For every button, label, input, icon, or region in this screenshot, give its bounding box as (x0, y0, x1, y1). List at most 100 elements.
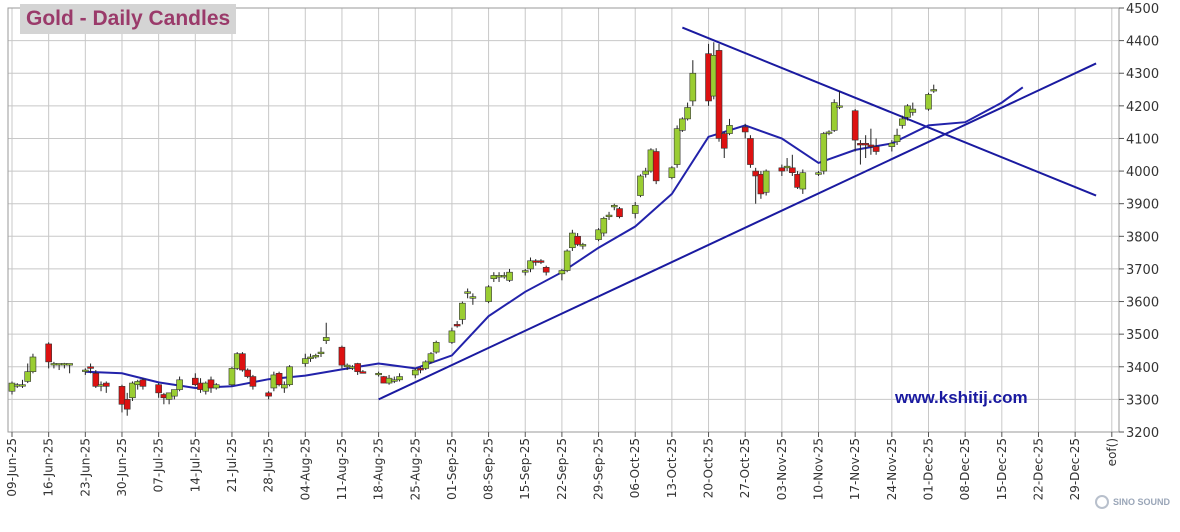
candle-body (836, 105, 843, 108)
x-tick-label: 28-Jul-25 (262, 438, 276, 492)
watermark-logo-icon (1095, 495, 1109, 509)
candle-body (123, 399, 131, 410)
candle (92, 370, 100, 388)
candle (281, 381, 288, 393)
candle-body (893, 134, 901, 143)
x-tick-label: 11-Aug-25 (335, 438, 349, 500)
candle-body (307, 356, 314, 359)
x-tick-label: 20-Oct-25 (702, 438, 716, 498)
candle (521, 268, 529, 276)
x-tick-label: 16-Jun-25 (42, 438, 56, 497)
candle (851, 109, 859, 152)
candle-body (212, 384, 220, 389)
candle (312, 353, 320, 359)
candle-body (228, 368, 236, 386)
candle (307, 353, 314, 362)
candle-body (925, 94, 932, 110)
grid-layer (8, 7, 1119, 433)
candle (207, 376, 215, 393)
candle-body (354, 363, 361, 372)
y-tick-label: 4500 (1126, 2, 1159, 17)
candle-body (139, 379, 147, 387)
candle-body (652, 151, 660, 182)
candle-body (359, 371, 367, 374)
candle (558, 268, 566, 281)
candle (129, 381, 136, 402)
candle (102, 381, 110, 393)
x-tick-label: 22-Sep-25 (555, 438, 569, 500)
candle-body (19, 384, 26, 387)
y-tick-label: 3500 (1126, 328, 1159, 343)
candle (673, 125, 681, 168)
candle (244, 368, 251, 379)
candle (679, 117, 686, 132)
candle-body (830, 102, 838, 131)
candle (375, 371, 382, 377)
candle-body (930, 89, 938, 92)
candle-body (176, 379, 183, 390)
candle (82, 368, 89, 375)
plot-frame (7, 7, 1120, 433)
trendline-layer (378, 26, 1097, 401)
candle (453, 321, 461, 328)
candle-body (322, 337, 330, 341)
candle-body (521, 270, 529, 273)
candle (391, 376, 398, 384)
candle (542, 265, 550, 276)
candle (799, 169, 807, 194)
candle (118, 384, 126, 413)
candle (422, 360, 430, 371)
candle (286, 365, 293, 387)
candle-body (506, 271, 513, 281)
candle (228, 366, 236, 387)
candle (343, 363, 351, 371)
candle (579, 242, 587, 250)
candle-body (432, 342, 440, 353)
candle (574, 233, 581, 247)
candle-body (8, 382, 16, 392)
x-tick-label: 24-Nov-25 (885, 438, 899, 500)
x-tick-label: 17-Nov-25 (848, 438, 862, 500)
candle (899, 115, 906, 129)
candle-body (239, 353, 246, 371)
x-tick-label: 15-Dec-25 (995, 438, 1009, 500)
chart-title: Gold - Daily Candles (20, 4, 237, 34)
candle (872, 138, 880, 155)
x-tick-label: 14-Jul-25 (188, 438, 202, 492)
y-tick-label: 3600 (1126, 296, 1159, 311)
candle-body (129, 382, 136, 399)
candle (459, 301, 466, 325)
x-tick-label: 27-Oct-25 (738, 438, 752, 498)
x-tick-label: 25-Aug-25 (408, 438, 422, 500)
candle-body (542, 266, 550, 273)
candle (684, 102, 691, 121)
candle (778, 164, 786, 176)
candle-body (610, 205, 618, 208)
candle-body (689, 72, 697, 102)
candle-body (45, 343, 52, 363)
candle-body (343, 364, 351, 368)
x-tick-label: 15-Sep-25 (518, 438, 532, 500)
candle (317, 347, 325, 357)
x-tick-label: 07-Jul-25 (152, 438, 166, 492)
candle-body (642, 170, 649, 175)
candle (715, 43, 723, 142)
x-tick-label: 23-Jun-25 (78, 438, 92, 497)
website-annotation: www.kshitij.com (895, 388, 1028, 407)
candle-body (668, 167, 676, 178)
y-tick-label: 4300 (1126, 67, 1159, 82)
trendline (378, 62, 1097, 401)
candle (506, 268, 513, 282)
candle (8, 381, 16, 395)
candle-body (207, 379, 215, 389)
candle-body (391, 379, 398, 382)
candle-body (637, 175, 644, 196)
y-tick-label: 3800 (1126, 230, 1159, 245)
candle-body (29, 356, 37, 372)
y-tick-label: 4200 (1126, 100, 1159, 115)
candle-body (537, 260, 545, 263)
candle (427, 352, 435, 364)
candle (19, 379, 26, 388)
candle (741, 123, 749, 139)
candle-body (726, 125, 733, 134)
